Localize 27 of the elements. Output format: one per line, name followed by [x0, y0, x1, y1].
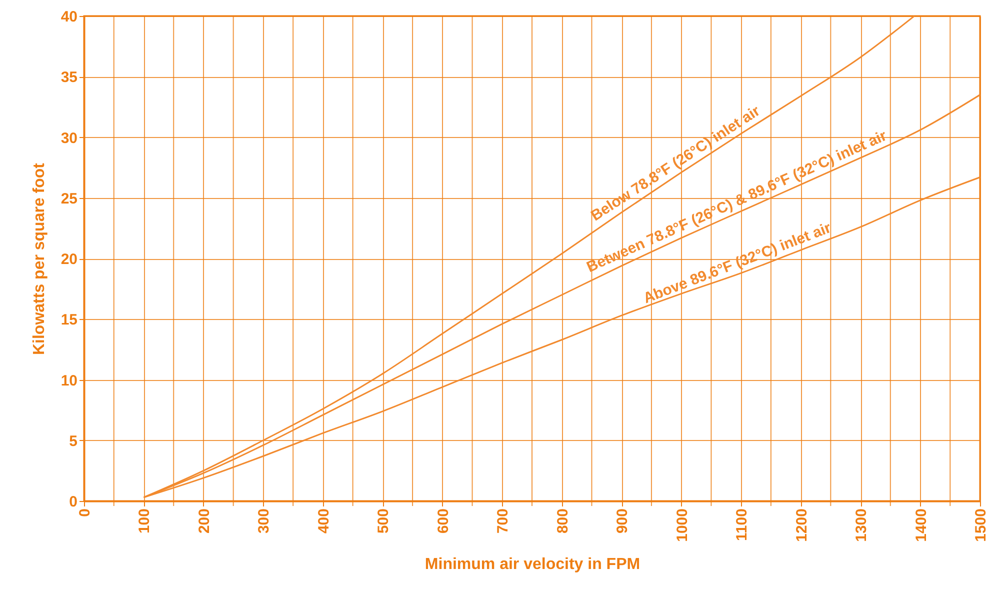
- x-tick-label: 500: [375, 508, 392, 534]
- x-tick-label: 200: [196, 508, 213, 534]
- x-tick-label: 800: [554, 508, 572, 534]
- x-tick-label: 1500: [972, 508, 990, 542]
- y-tick-label: 25: [60, 190, 78, 208]
- y-tick-label: 10: [60, 372, 78, 390]
- x-tick-label: 1400: [912, 508, 930, 542]
- x-tick-label: 1100: [734, 508, 751, 542]
- y-tick-label: 15: [60, 312, 78, 329]
- x-tick-label: 700: [494, 508, 512, 534]
- y-tick-label: 20: [60, 251, 78, 268]
- x-tick-label: 100: [136, 508, 154, 534]
- x-tick-label: 0: [76, 508, 94, 517]
- y-tick-label: 5: [69, 432, 78, 450]
- x-tick-label: 300: [256, 508, 273, 534]
- y-tick-label: 35: [60, 69, 78, 86]
- x-tick-label: 400: [315, 508, 332, 534]
- y-axis-title: Kilowatts per square foot: [30, 162, 48, 356]
- y-tick-label: 40: [60, 8, 78, 26]
- x-tick-label: 1000: [674, 508, 691, 542]
- x-tick-label: 1300: [853, 508, 870, 542]
- y-tick-label: 0: [69, 494, 78, 510]
- x-tick-label: 600: [434, 508, 452, 534]
- y-tick-label: 30: [60, 130, 78, 147]
- x-tick-label: 1200: [793, 508, 810, 542]
- x-axis-title: Minimum air velocity in FPM: [424, 556, 640, 573]
- x-tick-label: 900: [614, 508, 632, 534]
